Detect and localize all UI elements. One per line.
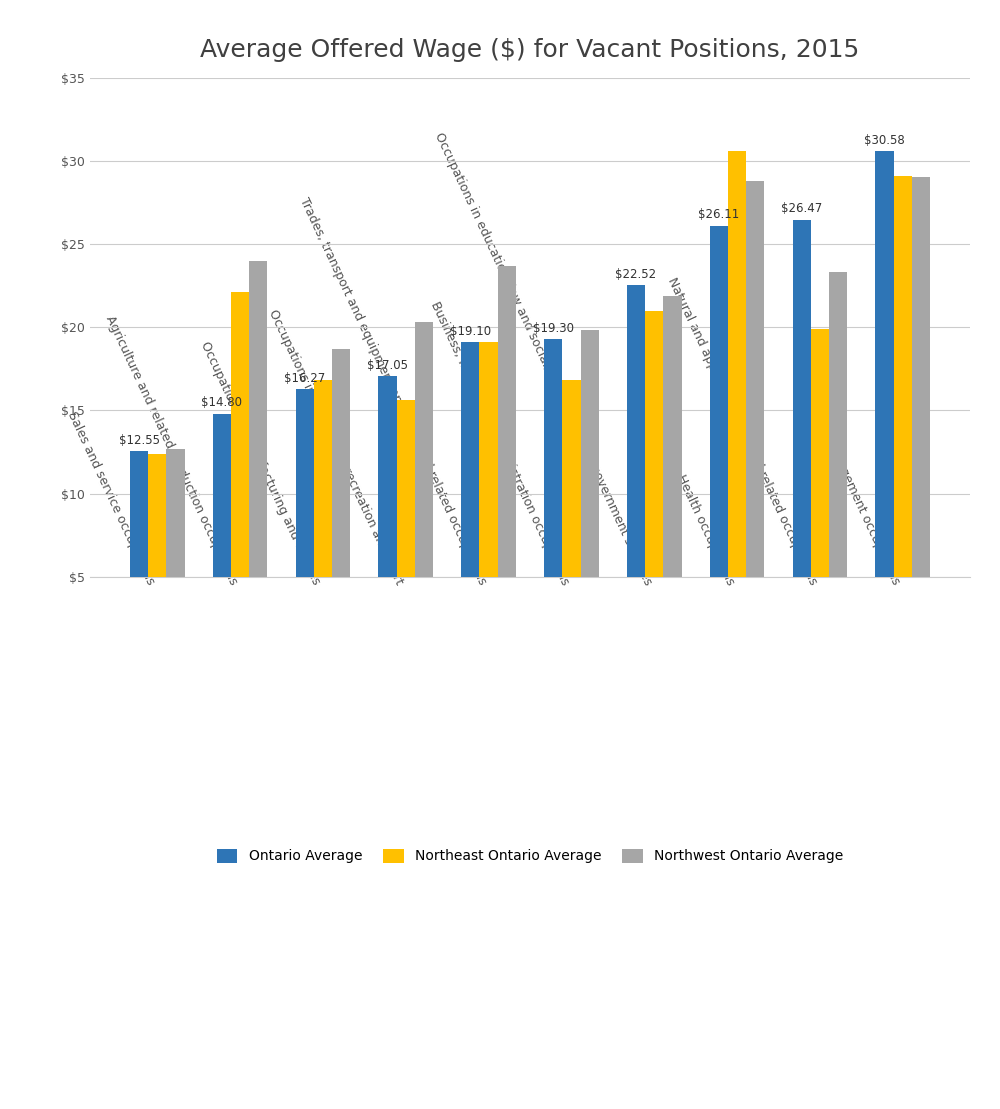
Bar: [378, 376, 397, 577]
Text: $16.27: $16.27: [284, 372, 325, 385]
Text: $26.47: $26.47: [781, 202, 822, 215]
Title: Average Offered Wage ($) for Vacant Positions, 2015: Average Offered Wage ($) for Vacant Posi…: [200, 38, 860, 62]
Bar: [148, 454, 166, 577]
Bar: [829, 272, 847, 577]
Bar: [710, 225, 728, 577]
Bar: [562, 380, 581, 577]
Text: $17.05: $17.05: [367, 359, 408, 373]
Bar: [314, 380, 332, 577]
Text: $12.55: $12.55: [119, 434, 160, 447]
Bar: [894, 175, 912, 577]
Bar: [397, 400, 415, 577]
Text: $19.30: $19.30: [533, 322, 574, 335]
Bar: [663, 296, 682, 577]
Bar: [728, 151, 746, 577]
Bar: [544, 339, 562, 577]
Text: $30.58: $30.58: [864, 134, 905, 147]
Bar: [479, 342, 498, 577]
Text: $14.80: $14.80: [201, 397, 242, 409]
Bar: [296, 389, 314, 577]
Bar: [249, 261, 267, 577]
Bar: [912, 177, 930, 577]
Text: $22.52: $22.52: [615, 268, 657, 281]
Bar: [461, 342, 479, 577]
Bar: [793, 220, 811, 577]
Bar: [130, 451, 148, 577]
Bar: [231, 292, 249, 577]
Legend: Ontario Average, Northeast Ontario Average, Northwest Ontario Average: Ontario Average, Northeast Ontario Avera…: [211, 843, 849, 869]
Text: $19.10: $19.10: [450, 325, 491, 338]
Bar: [498, 266, 516, 577]
Bar: [581, 330, 599, 577]
Bar: [415, 322, 433, 577]
Text: $26.11: $26.11: [698, 208, 739, 222]
Bar: [213, 414, 231, 577]
Bar: [875, 151, 894, 577]
Bar: [746, 181, 764, 577]
Bar: [645, 311, 663, 577]
Bar: [332, 349, 350, 577]
Bar: [166, 449, 185, 577]
Bar: [627, 285, 645, 577]
Bar: [811, 328, 829, 577]
